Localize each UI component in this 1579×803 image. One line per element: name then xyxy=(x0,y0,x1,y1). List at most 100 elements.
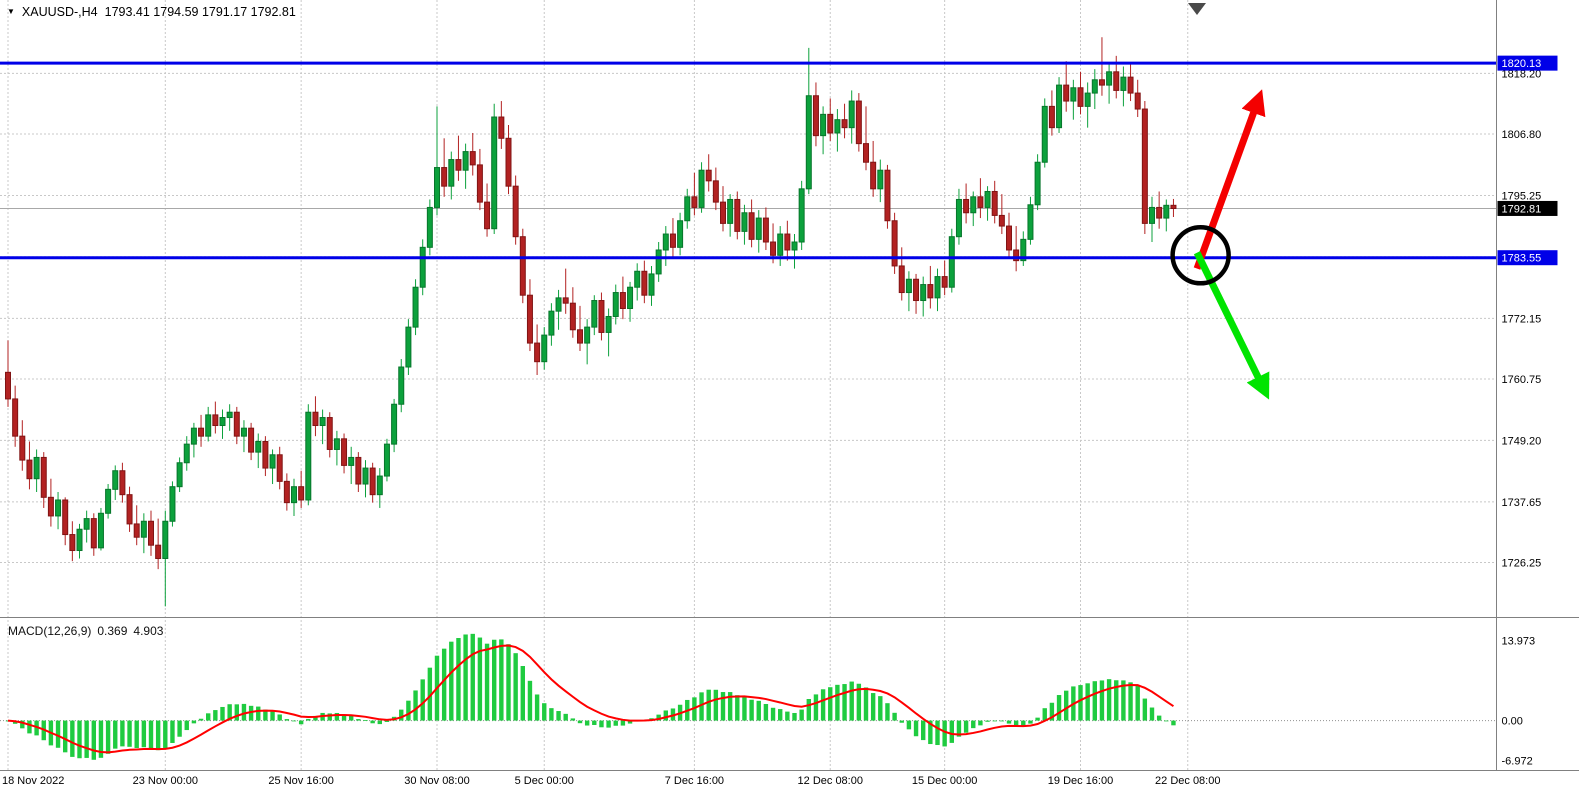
macd-histogram-bar xyxy=(284,719,290,721)
macd-histogram-bar xyxy=(742,696,747,721)
macd-histogram-bar xyxy=(1128,682,1133,721)
candle-body xyxy=(376,475,383,496)
time-axis-label: 7 Dec 16:00 xyxy=(665,775,724,787)
macd-histogram-bar xyxy=(963,720,969,733)
macd-histogram-bar xyxy=(34,720,39,736)
candle-body xyxy=(1149,206,1155,224)
candle-body xyxy=(619,292,626,309)
macd-histogram-bar xyxy=(778,709,783,721)
candle-body xyxy=(1048,105,1055,129)
macd-histogram-bar xyxy=(971,720,976,729)
macd-histogram-bar xyxy=(184,720,189,731)
breakout-circle-annotation[interactable] xyxy=(1170,225,1231,286)
macd-histogram-bar xyxy=(120,720,125,747)
macd-axis-label: -6.972 xyxy=(1502,756,1533,768)
candle-body xyxy=(677,220,684,248)
macd-histogram-bar xyxy=(756,700,761,721)
candle-body xyxy=(820,113,827,137)
price-axis-label: 1726.25 xyxy=(1502,557,1542,569)
candle-body xyxy=(841,119,848,129)
candle-body xyxy=(205,414,212,437)
macd-histogram-bar xyxy=(863,687,869,721)
price-axis-label: 1749.20 xyxy=(1502,435,1542,447)
macd-histogram-bar xyxy=(513,653,518,721)
macd-histogram-bar xyxy=(220,706,225,721)
candle-body xyxy=(83,518,90,530)
candle-body xyxy=(212,414,219,427)
time-axis-label: 18 Nov 2022 xyxy=(2,775,64,787)
macd-histogram-bar xyxy=(799,709,804,721)
candle-body xyxy=(419,246,426,288)
macd-histogram-bar xyxy=(291,720,297,722)
macd-histogram-bar xyxy=(1021,720,1026,727)
candle-body xyxy=(662,233,669,251)
candle-body xyxy=(884,169,891,222)
macd-histogram-bar xyxy=(1006,720,1012,724)
macd-histogram-bar xyxy=(921,720,926,741)
macd-histogram-bar xyxy=(806,699,811,721)
candle-body xyxy=(998,214,1005,227)
candle-body xyxy=(126,494,133,525)
candle-body xyxy=(1141,108,1148,224)
price-axis-label: 1737.65 xyxy=(1502,497,1542,509)
bullish-arrow-annotation[interactable] xyxy=(1193,89,1266,270)
symbol-dropdown-icon[interactable]: ▼ xyxy=(7,7,15,16)
time-axis-label: 5 Dec 00:00 xyxy=(515,775,574,787)
candle-body xyxy=(1034,161,1041,206)
candle-body xyxy=(812,95,819,137)
candle-body xyxy=(291,486,297,504)
macd-histogram-bar xyxy=(441,648,447,721)
macd-histogram-bar xyxy=(627,720,633,724)
macd-histogram-bar xyxy=(1049,702,1055,721)
candle-body xyxy=(348,456,355,466)
candle-body xyxy=(827,113,834,134)
candle-body xyxy=(584,326,591,344)
bearish-arrow-annotation[interactable] xyxy=(1193,251,1270,400)
macd-histogram-bar xyxy=(306,718,311,721)
macd-histogram-bar xyxy=(1135,685,1140,721)
macd-histogram-bar xyxy=(263,709,268,721)
macd-histogram-bar xyxy=(413,690,418,721)
macd-name: MACD(12,26,9) xyxy=(8,624,92,638)
candle-body xyxy=(1091,79,1098,94)
candle-body xyxy=(305,411,312,501)
price-axis-label: 1760.75 xyxy=(1502,374,1542,386)
candle-body xyxy=(233,411,240,437)
macd-histogram-bar xyxy=(892,712,897,721)
candle-body xyxy=(105,488,112,514)
ohlc-readout: 1793.41 1794.59 1791.17 1792.81 xyxy=(104,5,296,19)
macd-histogram-bar xyxy=(856,683,862,721)
macd-histogram-bar xyxy=(198,718,204,721)
candle-body xyxy=(734,198,741,232)
current-price-tag-bg xyxy=(1497,200,1558,216)
candle-body xyxy=(76,528,83,552)
macd-histogram-bar xyxy=(170,720,175,743)
macd-histogram-bar xyxy=(913,720,919,737)
macd-histogram-bar xyxy=(749,699,754,721)
time-axis-label: 23 Nov 00:00 xyxy=(133,775,198,787)
macd-histogram-bar xyxy=(113,720,118,749)
macd-histogram-bar xyxy=(213,710,218,721)
candle-body xyxy=(655,249,662,275)
candle-body xyxy=(40,456,47,498)
candle-body xyxy=(333,438,340,450)
price-axis-label: 1806.80 xyxy=(1502,129,1542,141)
candle-body xyxy=(484,201,491,230)
candle-body xyxy=(1098,79,1105,86)
candle-body xyxy=(341,438,348,466)
macd-histogram-bar xyxy=(785,711,790,721)
time-axis-label: 15 Dec 00:00 xyxy=(912,775,977,787)
candle-body xyxy=(534,342,541,363)
macd-histogram-bar xyxy=(177,720,182,737)
candle-body xyxy=(133,523,140,538)
macd-histogram-bar xyxy=(63,720,68,753)
candle-body xyxy=(577,329,583,344)
macd-histogram-bar xyxy=(577,720,583,724)
time-axis-label: 25 Nov 16:00 xyxy=(268,775,333,787)
candle-body xyxy=(691,196,698,208)
macd-histogram-bar xyxy=(1142,698,1148,721)
macd-histogram-bar xyxy=(656,714,661,721)
chart-shift-marker[interactable] xyxy=(1188,3,1206,15)
macd-histogram-bar xyxy=(370,720,375,724)
